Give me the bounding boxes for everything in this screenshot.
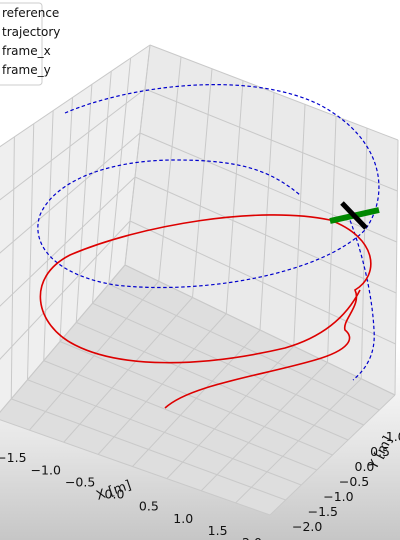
legend-entry-label: frame_y [2,63,51,77]
y-tick-label: 0.0 [355,459,375,474]
floor-gridline-x [269,394,396,516]
left-wall-gridline-v [75,84,93,323]
y-tick-label: −2.0 [292,519,322,534]
data-series [37,84,380,409]
left-wall-gridline-v [124,44,151,266]
back-wall-gridline-h [144,88,398,192]
left-wall-gridline-v [43,110,54,361]
floor-gridline-x [166,345,295,479]
y-tick-label: 0.5 [370,444,390,459]
floor-gridline-x [200,362,328,492]
x-tick-label: −1.5 [0,450,27,465]
left-wall-gridline-v [108,58,132,285]
floor-gridline-x [235,378,362,504]
back-wall-gridline-v [225,80,244,314]
back-wall-gridline-h [124,264,396,396]
left-wall-pane [0,45,150,413]
trajectory-series-line [39,214,372,409]
x-tick-label: 0.0 [105,487,125,502]
floor-gridline-y [92,302,364,426]
legend-entry-label: trajectory [2,25,60,39]
x-tick-label: 2.0 [242,535,262,540]
gridlines [0,44,399,516]
x-tick-label: 1.0 [173,511,193,526]
left-wall-gridline-v [59,97,73,342]
tick-labels: −1.5−1.0−0.50.00.51.01.52.0−2.0−1.5−1.0−… [0,429,400,540]
legend-entry-label: frame_x [2,44,51,58]
reference-series-line [347,214,375,381]
x-tick-label: −1.0 [31,462,61,477]
back-wall-gridline-v [158,56,182,282]
back-wall-gridline-h [134,176,397,294]
left-wall-gridline-v [10,136,15,399]
back-wall-gridline-v [192,68,213,298]
floor-gridline-y [76,321,349,441]
x-tick-label: −0.5 [65,474,95,489]
left-wall-gridline-v [27,123,35,380]
back-wall-gridline-h [149,44,399,141]
back-wall-gridline-v [259,92,275,331]
legend-box [0,2,43,86]
x-tick-label: 1.5 [208,523,228,538]
left-wall-gridline-v [92,71,112,304]
y-tick-label: −1.5 [308,504,338,519]
back-wall-gridline-v [360,128,368,379]
legend-entry-label: reference [2,6,59,20]
y-tick-label: −0.5 [339,474,369,489]
frame-y-axis-mark [340,201,368,230]
x-tick-label: 0.5 [139,499,159,514]
y-tick-label: −1.0 [323,489,353,504]
back-wall-gridline-v [394,139,399,396]
y-tick-label: 1.0 [386,429,400,444]
back-wall-gridline-v [327,116,337,363]
back-wall-gridline-h [129,220,396,345]
reference-series-line [37,84,380,289]
back-wall-gridline-h [139,132,397,243]
legend: reference trajectory frame_x frame_y [0,2,60,86]
floor-gridline-y [108,283,380,411]
back-wall-gridline-v [293,104,306,347]
floor-gridline-y [59,341,333,456]
